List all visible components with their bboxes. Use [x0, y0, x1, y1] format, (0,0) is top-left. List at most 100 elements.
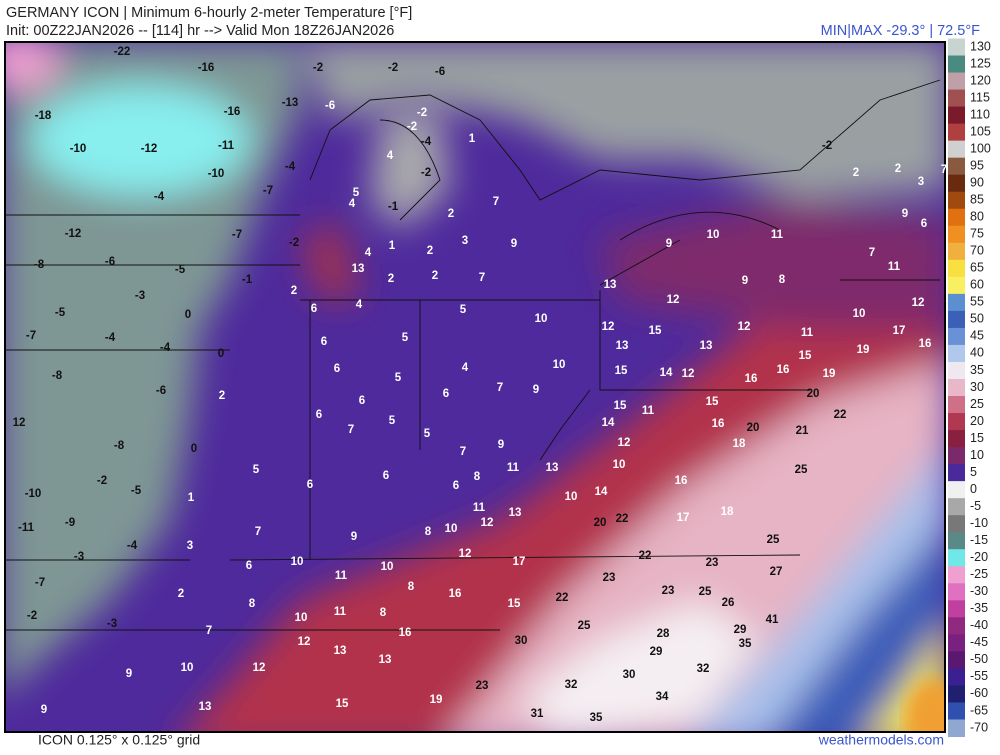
temperature-label: 10	[535, 313, 548, 325]
map-field	[5, 42, 945, 732]
temperature-label: -2	[417, 107, 427, 119]
temperature-label: 1	[389, 240, 396, 252]
temperature-label: 34	[656, 691, 669, 703]
temperature-label: 17	[513, 556, 526, 568]
temperature-label: 32	[697, 663, 710, 675]
temperature-label: 30	[623, 669, 636, 681]
colorbar-tick-label: 10	[970, 448, 984, 462]
temperature-label: -5	[175, 264, 186, 276]
temperature-label: -2	[289, 237, 299, 249]
temperature-label: 28	[657, 628, 670, 640]
colorbar-swatch	[948, 89, 965, 108]
temperature-label: 10	[381, 561, 394, 573]
colorbar-tick-label: 80	[970, 210, 984, 224]
temperature-label: 19	[857, 344, 870, 356]
temperature-label: 7	[255, 526, 261, 538]
temperature-label: -13	[282, 97, 299, 109]
temperature-label: 2	[432, 270, 438, 282]
temperature-label: 16	[399, 627, 412, 639]
colorbar-swatch	[948, 481, 965, 499]
temperature-label: 12	[682, 368, 695, 380]
temperature-label: -4	[127, 540, 138, 552]
temperature-label: 23	[603, 572, 616, 584]
colorbar-tick-label: 105	[970, 124, 991, 138]
colorbar-tick-label: 25	[970, 397, 984, 411]
temperature-label: -9	[65, 517, 75, 529]
temperature-label: 15	[706, 396, 719, 408]
colorbar-tick-label: 120	[970, 73, 991, 87]
temperature-label: 5	[402, 332, 409, 344]
colorbar-swatch	[948, 532, 965, 550]
temperature-label: 6	[321, 336, 327, 348]
temperature-label: 5	[460, 304, 467, 316]
temperature-label: -1	[242, 274, 253, 286]
temperature-label: 9	[666, 238, 672, 250]
grid-note: ICON 0.125° x 0.125° grid	[38, 732, 200, 748]
temperature-label: 13	[352, 263, 365, 275]
colorbar-swatch	[948, 55, 965, 74]
temperature-label: 10	[553, 359, 566, 371]
temperature-label: 3	[187, 540, 193, 552]
temperature-label: 15	[614, 400, 627, 412]
colorbar-swatch	[948, 344, 965, 363]
temperature-label: 10	[853, 308, 866, 320]
temperature-label: 20	[747, 422, 760, 434]
temperature-label: -4	[105, 332, 116, 344]
temperature-label: 13	[604, 279, 617, 291]
colorbar-tick-label: 110	[970, 107, 990, 121]
temperature-label: 15	[649, 325, 662, 337]
temperature-label: 5	[353, 187, 360, 199]
colorbar-tick-label: -50	[970, 652, 988, 666]
colorbar-swatch	[948, 174, 965, 193]
temperature-label: 25	[699, 586, 712, 598]
temperature-label: 11	[888, 261, 901, 273]
colorbar-tick-label: 70	[970, 244, 984, 258]
temperature-label: 5	[253, 464, 260, 476]
temperature-label: 7	[941, 164, 947, 176]
temperature-label: 19	[823, 368, 836, 380]
map-title: GERMANY ICON | Minimum 6-hourly 2-meter …	[6, 5, 412, 21]
temperature-label: 23	[662, 585, 675, 597]
temperature-label: 10	[613, 459, 626, 471]
temperature-label: 3	[918, 176, 924, 188]
temperature-label: -2	[407, 121, 417, 133]
colorbar-tick-label: 90	[970, 175, 984, 189]
temperature-label: 7	[460, 446, 466, 458]
boundaries	[5, 79, 941, 631]
temperature-label: 12	[667, 294, 680, 306]
colorbar-swatch	[948, 38, 965, 57]
temperature-label: 8	[408, 581, 415, 593]
temperature-label: 6	[311, 303, 317, 315]
temperature-label: 8	[474, 471, 481, 483]
temperature-label: 6	[443, 388, 449, 400]
temperature-label: 35	[739, 638, 752, 650]
colorbar-swatch	[948, 719, 965, 738]
temperature-label: -4	[285, 161, 296, 173]
colorbar-tick-label: -15	[970, 533, 988, 547]
temperature-label: 13	[616, 340, 629, 352]
temperature-label: 1	[469, 133, 476, 145]
temperature-label: 3	[462, 235, 468, 247]
colorbar-tick-label: 55	[970, 295, 984, 309]
colorbar-swatch	[948, 464, 965, 482]
colorbar-tick-label: 85	[970, 193, 984, 207]
temperature-label: 25	[767, 534, 780, 546]
temperature-label: 2	[291, 285, 297, 297]
temperature-label: 26	[722, 597, 735, 609]
temperature-label: 10	[291, 556, 304, 568]
temperature-label: -3	[135, 290, 145, 302]
colorbar-tick-label: 15	[970, 431, 984, 445]
colorbar-tick-label: -10	[970, 516, 988, 530]
temperature-label: -7	[232, 229, 242, 241]
temperature-label: 13	[199, 701, 212, 713]
colorbar-tick-label: 20	[970, 414, 984, 428]
temperature-label: 8	[425, 526, 432, 538]
temperature-label: 7	[493, 196, 499, 208]
temperature-label: -6	[325, 100, 335, 112]
colorbar-swatch	[948, 396, 965, 414]
colorbar-swatch	[948, 430, 965, 448]
temperature-label: 4	[349, 198, 356, 210]
colorbar-tick-label: 30	[970, 380, 984, 394]
temperature-label: 13	[700, 340, 713, 352]
temperature-label: 9	[498, 439, 504, 451]
